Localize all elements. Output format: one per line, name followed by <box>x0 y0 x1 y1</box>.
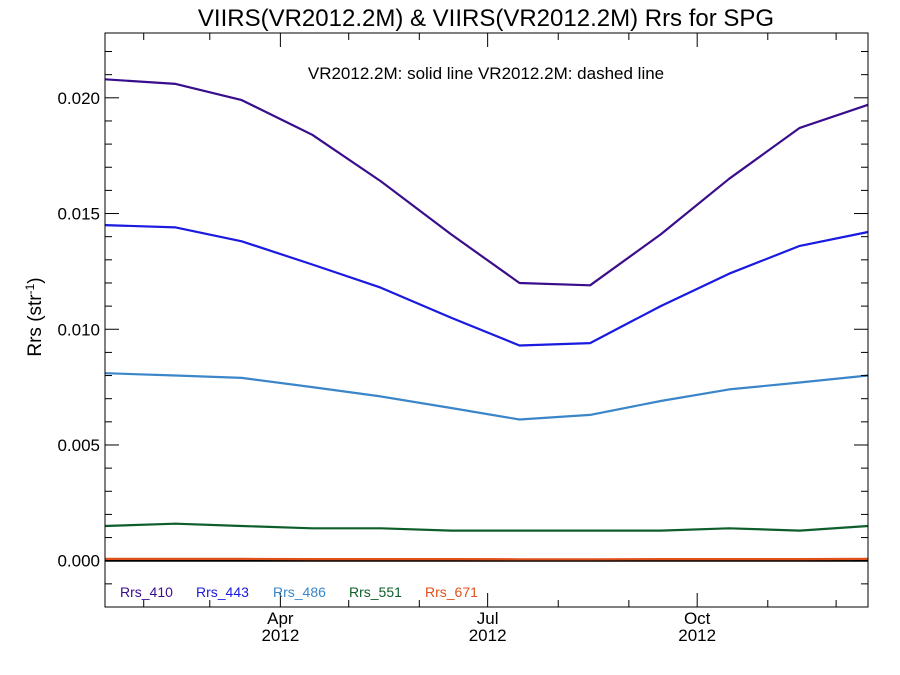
chart-title: VIIRS(VR2012.2M) & VIIRS(VR2012.2M) Rrs … <box>198 5 774 32</box>
y-tick-label-1: 0.005 <box>57 436 100 455</box>
legend-entry-rrs-486: Rrs_486 <box>273 584 326 600</box>
x-tick-label-2: Oct <box>684 609 711 628</box>
line-style-note: VR2012.2M: solid line VR2012.2M: dashed … <box>308 64 664 83</box>
legend-entry-rrs-410: Rrs_410 <box>120 584 173 600</box>
x-tick-year-2: 2012 <box>678 626 716 645</box>
y-axis-label-close: ) <box>25 277 46 283</box>
series-line-rrs-410 <box>104 78 869 287</box>
y-axis-label-main: Rrs (str <box>25 294 46 357</box>
series-line-rrs-443 <box>104 224 869 347</box>
y-tick-label-2: 0.010 <box>57 320 100 339</box>
series-line-rrs-486 <box>104 372 869 421</box>
y-axis-label: Rrs (str-1) <box>23 277 46 356</box>
plot-frame <box>104 32 869 608</box>
y-tick-label-0: 0.000 <box>57 552 100 571</box>
x-tick-label-1: Jul <box>477 609 499 628</box>
legend: Rrs_410 Rrs_443 Rrs_486 Rrs_551 Rrs_671 <box>120 584 478 600</box>
y-tick-label-4: 0.020 <box>57 89 100 108</box>
legend-entry-rrs-551: Rrs_551 <box>349 584 402 600</box>
y-axis-label-sup: -1 <box>23 283 37 294</box>
series-line-rrs-551 <box>104 522 869 532</box>
legend-entry-rrs-671: Rrs_671 <box>425 584 478 600</box>
x-tick-label-0: Apr <box>267 609 294 628</box>
legend-entry-rrs-443: Rrs_443 <box>196 584 249 600</box>
plot-area <box>104 78 869 562</box>
x-tick-year-0: 2012 <box>261 626 299 645</box>
x-tick-year-1: 2012 <box>469 626 507 645</box>
axes: 0.0000.0050.0100.0150.020Apr2012Jul2012O… <box>57 32 869 645</box>
y-tick-label-3: 0.015 <box>57 205 100 224</box>
